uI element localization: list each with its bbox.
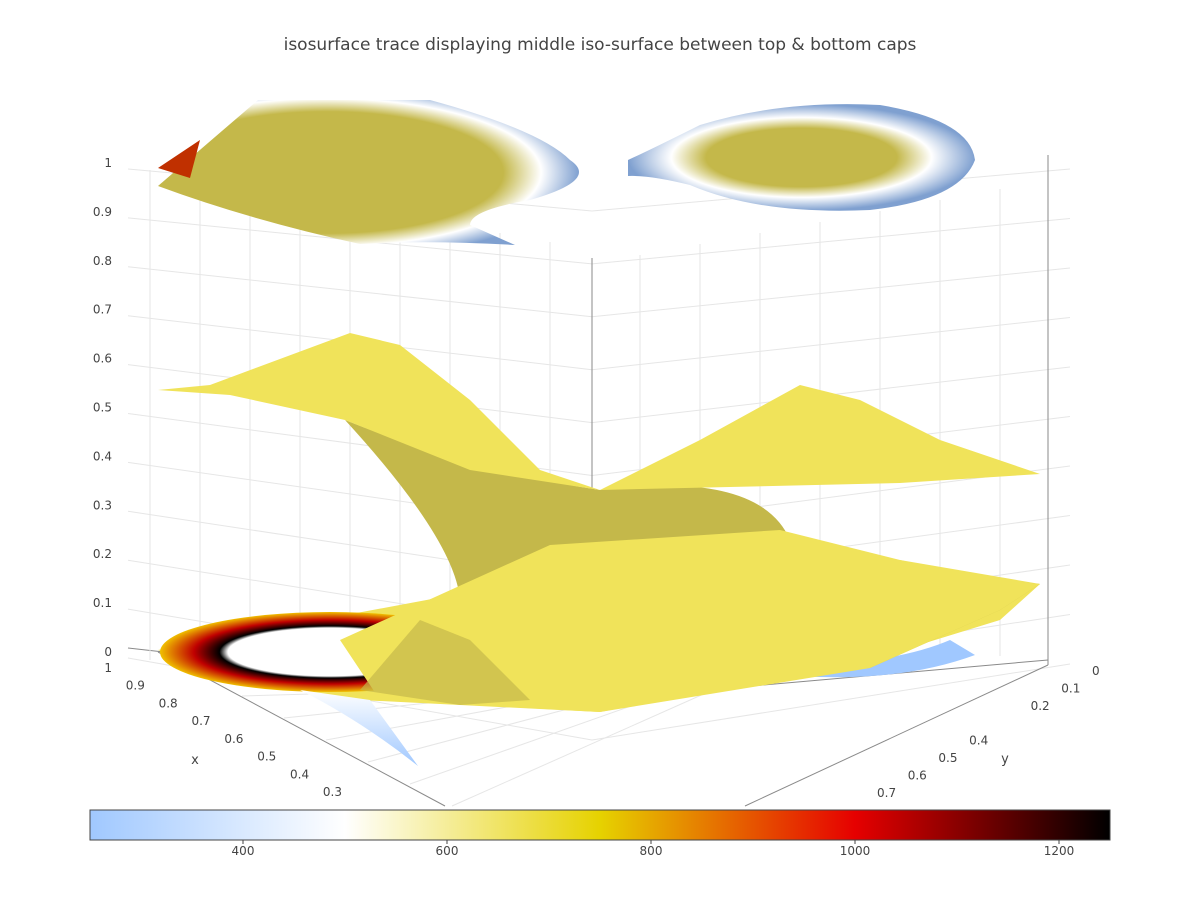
colorbar-tick-label: 800 — [640, 844, 663, 858]
z-tick-label: 0.8 — [93, 254, 112, 268]
top-cap-left — [158, 100, 579, 245]
x-axis-title: x — [191, 753, 199, 768]
top-cap — [158, 100, 975, 245]
chart-title: isosurface trace displaying middle iso-s… — [284, 35, 917, 55]
colorbar: 400 600 800 1000 1200 — [89, 809, 1111, 858]
z-axis-ticks: 0 0.1 0.2 0.3 0.4 0.5 0.6 0.7 0.8 0.9 1 — [93, 156, 112, 659]
x-tick-label: 0.9 — [126, 679, 145, 693]
z-tick-label: 0 — [104, 645, 112, 659]
colorbar-gradient — [89, 809, 1111, 841]
x-tick-label: 1 — [104, 661, 112, 675]
z-tick-label: 0.6 — [93, 352, 112, 366]
x-tick-label: 0.4 — [290, 767, 309, 781]
colorbar-tick-label: 400 — [232, 844, 255, 858]
z-tick-label: 0.1 — [93, 596, 112, 610]
colorbar-tick-label: 1200 — [1044, 844, 1075, 858]
y-tick-label: 0.2 — [1031, 699, 1050, 713]
x-tick-label: 0.6 — [224, 732, 243, 746]
y-tick-label: 0 — [1092, 664, 1100, 678]
middle-surface-folds — [360, 620, 530, 705]
y-axis-title: y — [1001, 752, 1009, 767]
y-tick-label: 0.5 — [938, 751, 957, 765]
y-tick-label: 0.7 — [877, 786, 896, 800]
colorbar-tick-label: 600 — [436, 844, 459, 858]
middle-surface-lower — [340, 530, 1040, 712]
middle-iso-surface — [158, 333, 1040, 712]
y-tick-label: 0.1 — [1061, 681, 1080, 695]
colorbar-ticks: 400 600 800 1000 1200 — [232, 840, 1075, 858]
bottom-cap-edge-left — [300, 690, 418, 766]
y-tick-label: 0.6 — [908, 769, 927, 783]
z-tick-label: 0.3 — [93, 498, 112, 512]
z-tick-label: 0.5 — [93, 401, 112, 415]
top-cap-right — [628, 104, 975, 211]
x-tick-label: 0.5 — [257, 750, 276, 764]
y-axis-ticks: 0 0.1 0.2 0.4 0.5 0.6 0.7 — [877, 664, 1100, 800]
z-tick-label: 0.9 — [93, 205, 112, 219]
x-tick-label: 0.8 — [159, 696, 178, 710]
x-tick-label: 0.3 — [323, 785, 342, 799]
colorbar-tick-label: 1000 — [840, 844, 871, 858]
y-tick-label: 0.4 — [969, 734, 988, 748]
x-tick-label: 0.7 — [191, 714, 210, 728]
x-axis-ticks: 0.3 0.4 0.5 0.6 0.7 0.8 0.9 1 — [104, 661, 342, 799]
z-tick-label: 0.4 — [93, 449, 112, 463]
z-tick-label: 0.2 — [93, 547, 112, 561]
top-cap-left-edge — [158, 140, 200, 178]
z-tick-label: 0.7 — [93, 303, 112, 317]
middle-surface-top-left — [158, 333, 1040, 490]
z-tick-label: 1 — [104, 156, 112, 170]
